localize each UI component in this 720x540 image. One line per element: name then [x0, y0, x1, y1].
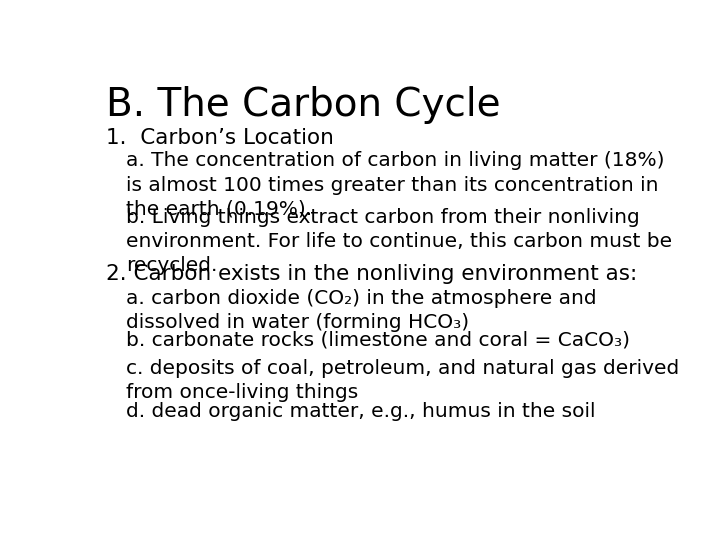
Text: a. The concentration of carbon in living matter (18%)
is almost 100 times greate: a. The concentration of carbon in living…	[126, 151, 665, 219]
Text: B. The Carbon Cycle: B. The Carbon Cycle	[106, 86, 500, 124]
Text: d. dead organic matter, e.g., humus in the soil: d. dead organic matter, e.g., humus in t…	[126, 402, 595, 421]
Text: b. Living things extract carbon from their nonliving
environment. For life to co: b. Living things extract carbon from the…	[126, 208, 672, 275]
Text: a. carbon dioxide (CO₂) in the atmosphere and
dissolved in water (forming HCO₃): a. carbon dioxide (CO₂) in the atmospher…	[126, 288, 597, 332]
Text: 2. Carbon exists in the nonliving environment as:: 2. Carbon exists in the nonliving enviro…	[106, 264, 637, 284]
Text: b. carbonate rocks (limestone and coral = CaCO₃): b. carbonate rocks (limestone and coral …	[126, 331, 630, 350]
Text: c. deposits of coal, petroleum, and natural gas derived
from once-living things: c. deposits of coal, petroleum, and natu…	[126, 359, 680, 402]
Text: 1.  Carbon’s Location: 1. Carbon’s Location	[106, 128, 333, 148]
